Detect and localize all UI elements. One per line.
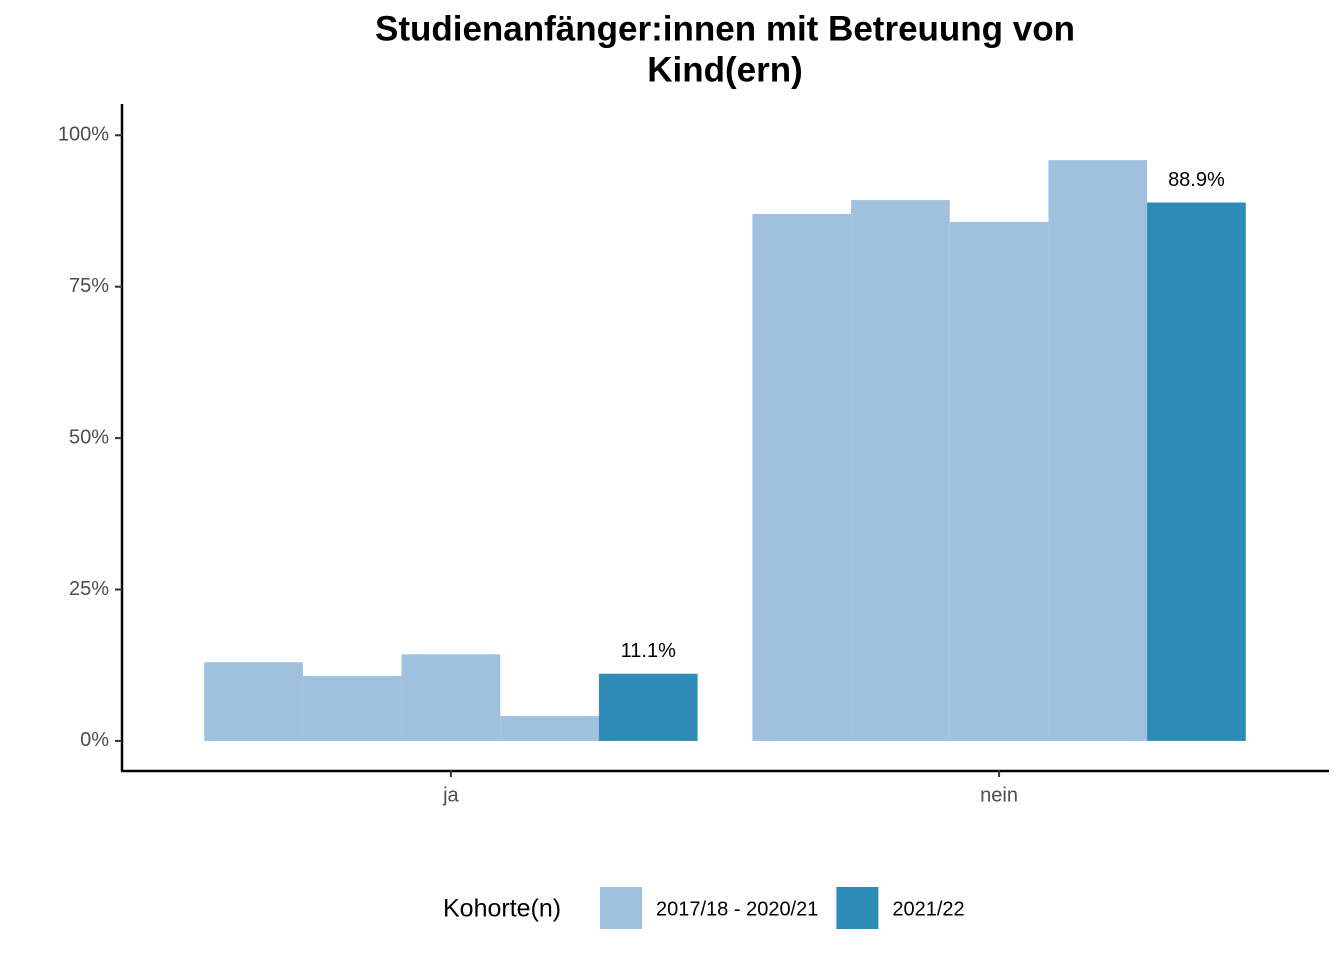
bar [204, 662, 303, 741]
bar [500, 716, 599, 741]
data-label: 88.9% [1168, 169, 1225, 191]
bar [752, 214, 852, 741]
data-label: 11.1% [621, 640, 676, 662]
y-tick-label: 0% [80, 729, 109, 751]
legend-label: 2021/22 [892, 898, 964, 920]
y-tick-label: 100% [58, 124, 109, 146]
bar [401, 654, 501, 741]
y-tick-label: 50% [69, 426, 109, 448]
legend-label: 2017/18 - 2020/21 [656, 898, 818, 920]
chart-title: Studienanfänger:innen mit Betreuung von [375, 9, 1075, 48]
x-tick-label: nein [980, 784, 1018, 806]
bar [949, 221, 1049, 741]
y-tick-label: 75% [69, 275, 109, 297]
bar [1147, 202, 1246, 741]
legend-swatch [600, 887, 642, 929]
bar [1048, 160, 1148, 741]
x-tick-label: ja [442, 784, 459, 806]
legend-title: Kohorte(n) [443, 895, 561, 923]
y-tick-label: 25% [69, 578, 109, 600]
bar [302, 676, 402, 741]
chart-title: Kind(ern) [647, 50, 803, 89]
legend-swatch [836, 887, 879, 929]
bar [851, 200, 950, 741]
bar [598, 673, 698, 741]
